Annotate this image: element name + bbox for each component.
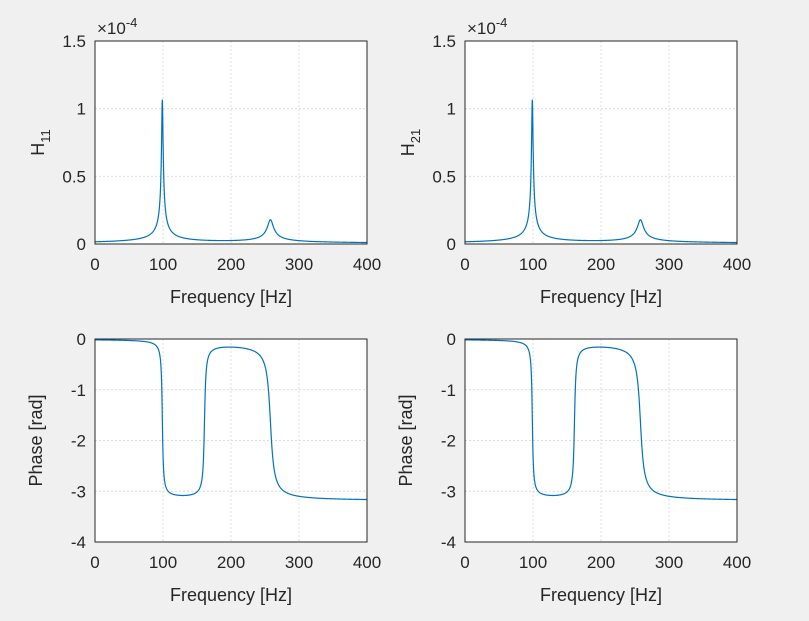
x-tick-label: 200 <box>217 553 245 572</box>
x-tick-label: 200 <box>587 553 615 572</box>
exponent-label: ×10-4 <box>467 15 507 38</box>
x-axis-label: Frequency [Hz] <box>170 585 292 605</box>
chart-h21: 0 100 200 300 400 0 0.5 1 1.5 Frequency [Hz] H21 ×1… <box>398 15 751 307</box>
exponent-power: -4 <box>126 15 138 30</box>
x-tick-label: 300 <box>655 255 683 274</box>
x-tick-label: 100 <box>149 255 177 274</box>
x-tick-label: 300 <box>655 553 683 572</box>
y-axis-label: H11 <box>28 129 53 156</box>
y-tick-label: 0.5 <box>432 167 456 186</box>
x-tick-label: 400 <box>723 255 751 274</box>
series-line <box>95 99 367 244</box>
x-tick-label: 400 <box>353 255 381 274</box>
series-line <box>465 99 737 244</box>
y-tick-label: 0.5 <box>62 167 86 186</box>
y-axis-label: H21 <box>398 129 423 156</box>
y-tick-label: -3 <box>441 482 456 501</box>
exponent-power: -4 <box>496 15 508 30</box>
y-tick-label: 1.5 <box>432 32 456 51</box>
axes-box <box>464 40 738 245</box>
y-tick-label: 0 <box>447 235 456 254</box>
y-tick-label: -3 <box>71 482 86 501</box>
chart-phase11: 0 100 200 300 400 -4 -3 -2 -1 0 Frequency [Hz] Phas… <box>26 330 381 605</box>
y-axis-label-subscript: 11 <box>38 129 53 143</box>
exponent-base: ×10 <box>97 19 126 38</box>
y-axis-label-main: Phase [rad] <box>396 394 416 486</box>
x-axis-label: Frequency [Hz] <box>540 287 662 307</box>
exponent-label: ×10-4 <box>97 15 137 38</box>
x-tick-label: 0 <box>460 553 469 572</box>
x-tick-label: 100 <box>149 553 177 572</box>
x-tick-label: 100 <box>519 553 547 572</box>
y-axis-label: Phase [rad] <box>396 394 416 486</box>
x-tick-label: 400 <box>353 553 381 572</box>
series-line <box>94 339 368 501</box>
x-tick-label: 0 <box>90 255 99 274</box>
x-tick-label: 0 <box>460 255 469 274</box>
axes-box <box>94 338 368 543</box>
chart-h11: 0 100 200 300 400 0 0.5 1 1.5 Frequency [Hz] H11 ×1… <box>28 15 381 307</box>
x-axis-label: Frequency [Hz] <box>540 585 662 605</box>
y-tick-label: -1 <box>441 381 456 400</box>
x-tick-label: 300 <box>285 255 313 274</box>
y-tick-label: 0 <box>447 330 456 349</box>
chart-phase21: 0 100 200 300 400 -4 -3 -2 -1 0 Frequency [Hz] Phas… <box>396 330 751 605</box>
y-axis-label-main: Phase [rad] <box>26 394 46 486</box>
y-tick-label: 0 <box>77 330 86 349</box>
y-tick-label: 0 <box>77 235 86 254</box>
x-tick-label: 200 <box>217 255 245 274</box>
series-line <box>464 339 738 501</box>
x-tick-label: 300 <box>285 553 313 572</box>
x-axis-label: Frequency [Hz] <box>170 287 292 307</box>
y-tick-label: -4 <box>71 533 86 552</box>
y-axis-label-main: H <box>398 143 418 156</box>
y-tick-label: -2 <box>71 432 86 451</box>
axes-box <box>464 338 738 543</box>
y-tick-label: 1 <box>447 100 456 119</box>
exponent-base: ×10 <box>467 19 496 38</box>
y-tick-label: 1 <box>77 100 86 119</box>
x-tick-label: 100 <box>519 255 547 274</box>
axes-box <box>94 40 368 245</box>
x-tick-label: 400 <box>723 553 751 572</box>
y-axis-label-main: H <box>28 143 48 156</box>
y-tick-label: 1.5 <box>62 32 86 51</box>
y-tick-label: -4 <box>441 533 456 552</box>
y-axis-label-subscript: 21 <box>408 129 423 143</box>
x-tick-label: 200 <box>587 255 615 274</box>
y-axis-label: Phase [rad] <box>26 394 46 486</box>
y-tick-label: -1 <box>71 381 86 400</box>
x-tick-label: 0 <box>90 553 99 572</box>
y-tick-label: -2 <box>441 432 456 451</box>
